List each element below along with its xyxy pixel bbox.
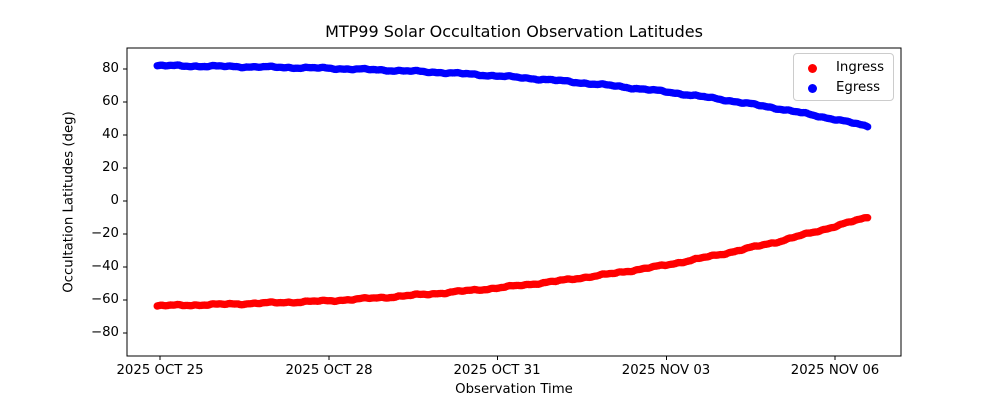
egress-marker-icon — [808, 83, 817, 93]
legend-label-ingress: Ingress — [836, 60, 884, 75]
y-tick-label: 60 — [102, 94, 119, 109]
x-axis-label: Observation Time — [455, 382, 573, 397]
legend: Ingress Egress — [793, 53, 894, 101]
y-tick-label: 80 — [102, 61, 119, 76]
x-tick-label: 2025 OCT 28 — [285, 363, 373, 378]
y-tick-label: −60 — [90, 292, 119, 307]
y-tick-label: −20 — [90, 226, 119, 241]
y-tick-label: 20 — [102, 160, 119, 175]
legend-label-egress: Egress — [836, 80, 881, 95]
y-tick-label: 0 — [110, 193, 119, 208]
y-tick-label: 40 — [102, 127, 119, 142]
y-tick-label: −40 — [90, 259, 119, 274]
x-tick-label: 2025 NOV 06 — [790, 363, 880, 378]
x-tick-label: 2025 OCT 25 — [116, 363, 204, 378]
y-tick-label: −80 — [90, 325, 119, 340]
ingress-marker-icon — [808, 63, 817, 73]
x-tick-label: 2025 OCT 31 — [453, 363, 541, 378]
legend-entry-egress: Egress — [808, 78, 893, 98]
legend-entry-ingress: Ingress — [808, 58, 893, 78]
x-tick-label: 2025 NOV 03 — [621, 363, 711, 378]
chart-title: MTP99 Solar Occultation Observation Lati… — [325, 22, 703, 41]
